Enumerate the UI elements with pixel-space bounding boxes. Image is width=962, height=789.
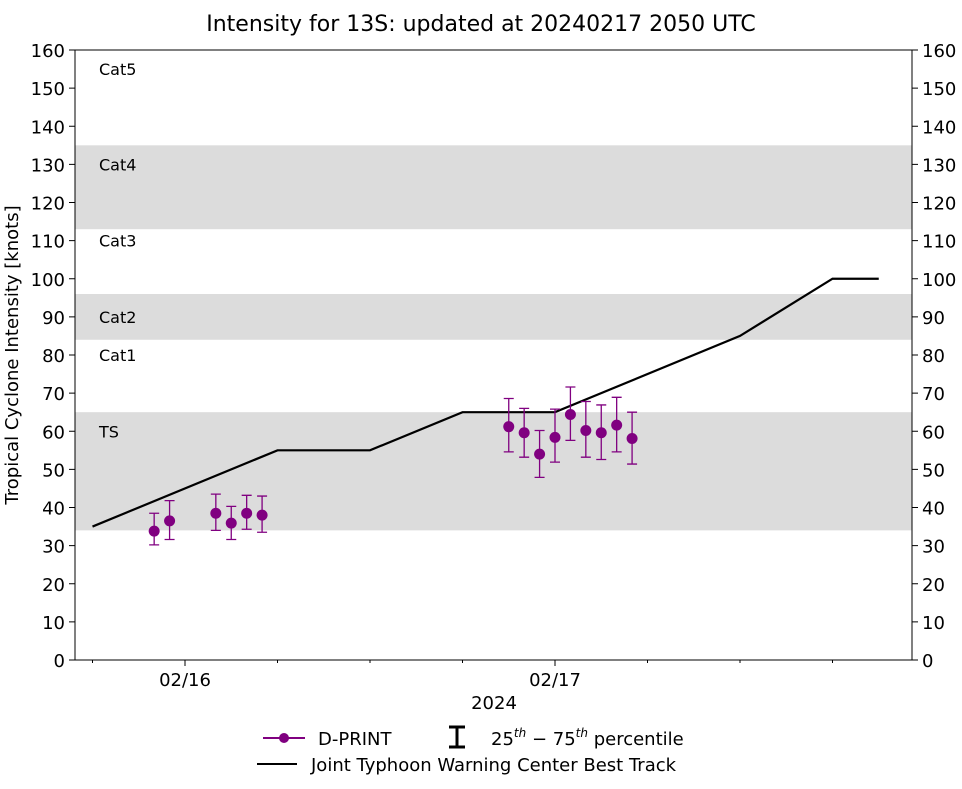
y-tick-label-right: 100	[922, 270, 956, 291]
y-tick-label-left: 50	[42, 460, 65, 481]
y-tick-label-left: 40	[42, 499, 65, 520]
y-tick-label-right: 50	[922, 460, 945, 481]
dprint-marker	[503, 421, 515, 433]
dprint-point	[626, 411, 638, 465]
band-label-cat4: Cat4	[99, 155, 136, 174]
dprint-marker	[534, 448, 546, 460]
y-tick-label-left: 10	[42, 613, 65, 634]
legend-percentile-label: 25th − 75th percentile	[491, 726, 684, 750]
y-tick-label-left: 160	[31, 41, 65, 62]
dprint-marker	[241, 507, 253, 519]
band-cat4	[75, 145, 912, 230]
dprint-marker	[148, 525, 160, 537]
x-tick-label: 02/17	[529, 670, 581, 691]
x-axis-label: 2024	[471, 693, 517, 714]
legend-best-track-label: Joint Typhoon Warning Center Best Track	[310, 755, 677, 776]
y-tick-label-right: 90	[922, 308, 945, 329]
y-tick-label-left: 80	[42, 346, 65, 367]
dprint-point	[518, 407, 530, 458]
y-tick-label-right: 0	[922, 651, 933, 672]
y-tick-label-right: 20	[922, 575, 945, 596]
band-ts	[75, 412, 912, 531]
legend-errorbar-icon	[449, 725, 465, 749]
dprint-point	[549, 408, 561, 463]
y-tick-label-left: 110	[31, 232, 65, 253]
y-tick-label-right: 40	[922, 499, 945, 520]
y-tick-label-right: 120	[922, 194, 956, 215]
y-tick-label-left: 30	[42, 537, 65, 558]
legend-dprint-marker	[279, 733, 289, 743]
dprint-marker	[564, 408, 576, 420]
y-tick-label-left: 20	[42, 575, 65, 596]
dprint-point	[148, 512, 160, 546]
dprint-point	[241, 494, 253, 530]
y-tick-label-right: 10	[922, 613, 945, 634]
y-tick-label-left: 120	[31, 194, 65, 215]
dprint-marker	[210, 507, 222, 519]
dprint-point	[564, 386, 576, 442]
y-tick-label-left: 140	[31, 117, 65, 138]
dprint-point	[225, 505, 237, 541]
dprint-point	[210, 493, 222, 532]
y-tick-label-left: 130	[31, 155, 65, 176]
dprint-point	[256, 495, 268, 533]
dprint-marker	[580, 424, 592, 436]
dprint-marker	[611, 419, 623, 431]
y-tick-label-right: 80	[922, 346, 945, 367]
dprint-marker	[626, 432, 638, 444]
y-tick-label-right: 70	[922, 384, 945, 405]
dprint-marker	[225, 517, 237, 529]
band-label-cat1: Cat1	[99, 346, 136, 365]
y-tick-label-right: 160	[922, 41, 956, 62]
band-label-cat5: Cat5	[99, 60, 136, 79]
y-axis-label: Tropical Cyclone Intensity [knots]	[2, 205, 23, 505]
band-label-cat3: Cat3	[99, 232, 136, 251]
dprint-marker	[256, 509, 268, 521]
y-tick-label-right: 130	[922, 155, 956, 176]
y-tick-label-left: 90	[42, 308, 65, 329]
legend-dprint-label: D-PRINT	[318, 729, 392, 750]
dprint-point	[580, 400, 592, 458]
x-tick-label: 02/16	[159, 670, 211, 691]
y-tick-label-left: 150	[31, 79, 65, 100]
dprint-marker	[549, 431, 561, 443]
y-tick-label-right: 150	[922, 79, 956, 100]
dprint-marker	[164, 515, 176, 527]
y-tick-label-left: 0	[54, 651, 65, 672]
band-label-ts: TS	[98, 422, 119, 441]
y-tick-label-left: 70	[42, 384, 65, 405]
y-tick-label-right: 30	[922, 537, 945, 558]
dprint-marker	[595, 427, 607, 439]
y-tick-label-left: 100	[31, 270, 65, 291]
plot-frame	[74, 49, 913, 661]
band-label-cat2: Cat2	[99, 308, 136, 327]
legend: D-PRINT 25th − 75th percentile Joint Typ…	[257, 725, 684, 776]
chart-title: Intensity for 13S: updated at 20240217 2…	[206, 12, 756, 37]
dprint-point	[611, 396, 623, 453]
y-tick-label-right: 140	[922, 117, 956, 138]
dprint-point	[534, 429, 546, 479]
dprint-point	[164, 499, 176, 541]
band-cat2	[75, 294, 912, 340]
dprint-marker	[518, 427, 530, 439]
dprint-point	[595, 404, 607, 461]
y-tick-label-right: 110	[922, 232, 956, 253]
y-tick-label-right: 60	[922, 422, 945, 443]
y-tick-label-left: 60	[42, 422, 65, 443]
dprint-point	[503, 397, 515, 453]
